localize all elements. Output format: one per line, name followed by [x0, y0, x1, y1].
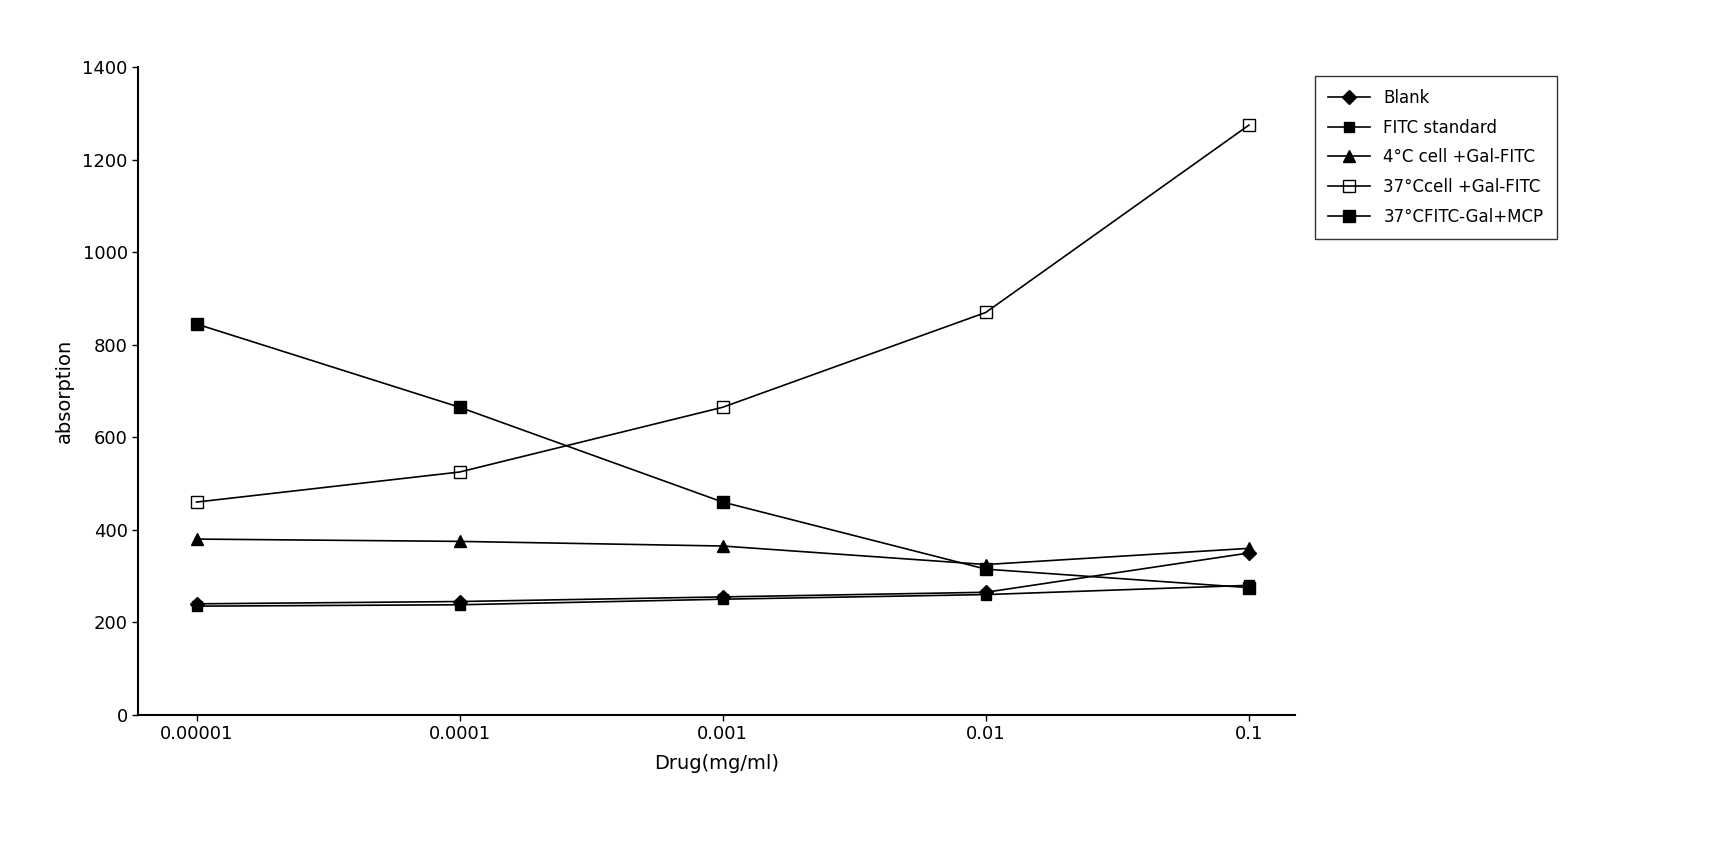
- Blank: [976, 587, 996, 597]
- Line: 37°Ccell +Gal-FITC: 37°Ccell +Gal-FITC: [192, 119, 1254, 508]
- Blank: [712, 592, 732, 602]
- 37°CFITC-Gal+MCP: [187, 319, 207, 329]
- 37°CFITC-Gal+MCP: [976, 564, 996, 574]
- 4°C cell +Gal-FITC: [187, 534, 207, 544]
- 37°Ccell +Gal-FITC: [1238, 120, 1259, 130]
- 37°Ccell +Gal-FITC: [449, 467, 470, 477]
- 4°C cell +Gal-FITC: [976, 559, 996, 569]
- Legend: Blank, FITC standard, 4°C cell +Gal-FITC, 37°Ccell +Gal-FITC, 37°CFITC-Gal+MCP: Blank, FITC standard, 4°C cell +Gal-FITC…: [1316, 76, 1558, 239]
- Blank: [449, 596, 470, 606]
- Line: 4°C cell +Gal-FITC: 4°C cell +Gal-FITC: [192, 533, 1254, 570]
- Line: Blank: Blank: [192, 548, 1254, 609]
- FITC standard: [187, 601, 207, 611]
- FITC standard: [1238, 580, 1259, 590]
- FITC standard: [976, 590, 996, 600]
- 37°CFITC-Gal+MCP: [1238, 583, 1259, 593]
- 4°C cell +Gal-FITC: [1238, 543, 1259, 553]
- 37°CFITC-Gal+MCP: [449, 402, 470, 412]
- 4°C cell +Gal-FITC: [449, 537, 470, 547]
- FITC standard: [712, 594, 732, 604]
- Blank: [1238, 548, 1259, 558]
- 4°C cell +Gal-FITC: [712, 541, 732, 551]
- Line: 37°CFITC-Gal+MCP: 37°CFITC-Gal+MCP: [192, 319, 1254, 593]
- Line: FITC standard: FITC standard: [192, 580, 1254, 611]
- 37°Ccell +Gal-FITC: [976, 308, 996, 318]
- Blank: [187, 599, 207, 609]
- 37°CFITC-Gal+MCP: [712, 497, 732, 507]
- 37°Ccell +Gal-FITC: [187, 497, 207, 507]
- 37°Ccell +Gal-FITC: [712, 402, 732, 412]
- Y-axis label: absorption: absorption: [55, 339, 74, 443]
- FITC standard: [449, 600, 470, 610]
- X-axis label: Drug(mg/ml): Drug(mg/ml): [655, 754, 779, 774]
